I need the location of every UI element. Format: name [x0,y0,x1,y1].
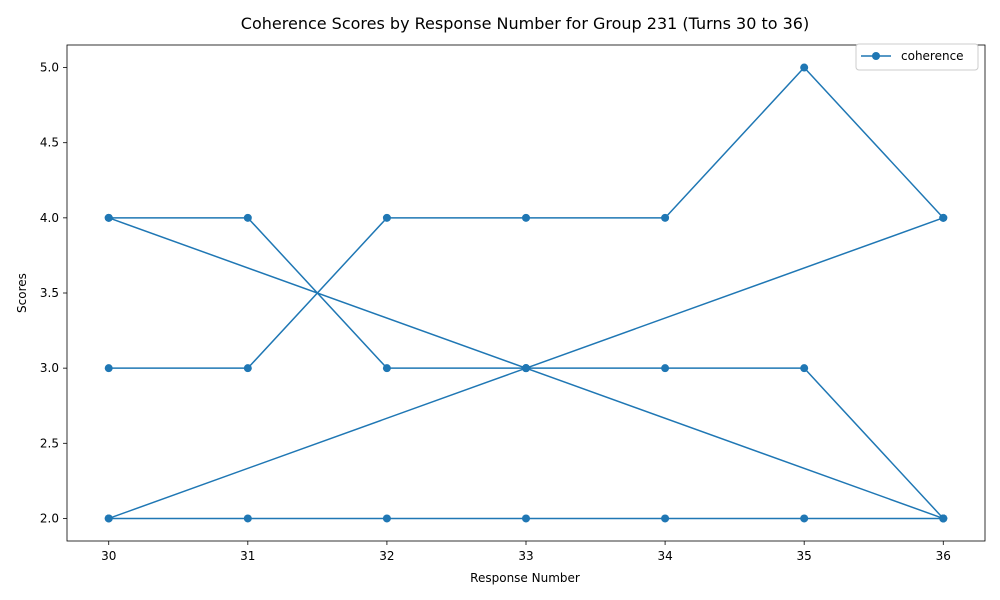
data-point [800,364,809,373]
y-tick-label: 3.5 [40,286,59,300]
data-point [104,213,113,222]
data-point [382,364,391,373]
data-point [800,63,809,72]
data-point [522,364,530,373]
data-point [939,213,948,222]
data-point [522,514,530,523]
x-tick-label: 33 [518,549,533,563]
data-point [382,213,391,222]
data-point [243,213,252,222]
data-point [104,364,113,373]
y-axis-label: Scores [15,273,29,313]
y-tick-label: 5.0 [40,61,59,75]
plot-area [104,63,948,523]
x-tick-label: 30 [101,549,116,563]
data-point [661,213,670,222]
data-point [104,514,113,523]
data-point [661,514,670,523]
legend-box [855,43,979,71]
y-axis-ticks: 2.0 2.5 3.0 3.5 4.0 4.5 5.0 [40,61,67,525]
y-tick-label: 2.0 [40,511,59,525]
data-point [661,364,670,373]
x-tick-label: 34 [657,549,672,563]
data-point [800,514,809,523]
x-axis-label: Response Number [470,571,580,585]
y-tick-label: 4.0 [40,211,59,225]
legend: coherence [855,43,979,71]
x-tick-label: 32 [379,549,394,563]
legend-marker-swatch [872,52,880,60]
data-point [243,364,252,373]
data-point [382,514,391,523]
y-tick-label: 3.0 [40,361,59,375]
data-point [522,213,530,222]
x-axis-ticks: 30 31 32 33 34 35 36 [101,541,951,563]
y-tick-label: 2.5 [40,436,59,450]
y-tick-label: 4.5 [40,136,59,150]
x-tick-label: 36 [936,549,951,563]
legend-entry-coherence: coherence [901,49,964,63]
x-tick-label: 35 [797,549,812,563]
x-tick-label: 31 [240,549,255,563]
chart-title: Coherence Scores by Response Number for … [241,14,809,33]
data-point [939,514,948,523]
data-point [243,514,252,523]
